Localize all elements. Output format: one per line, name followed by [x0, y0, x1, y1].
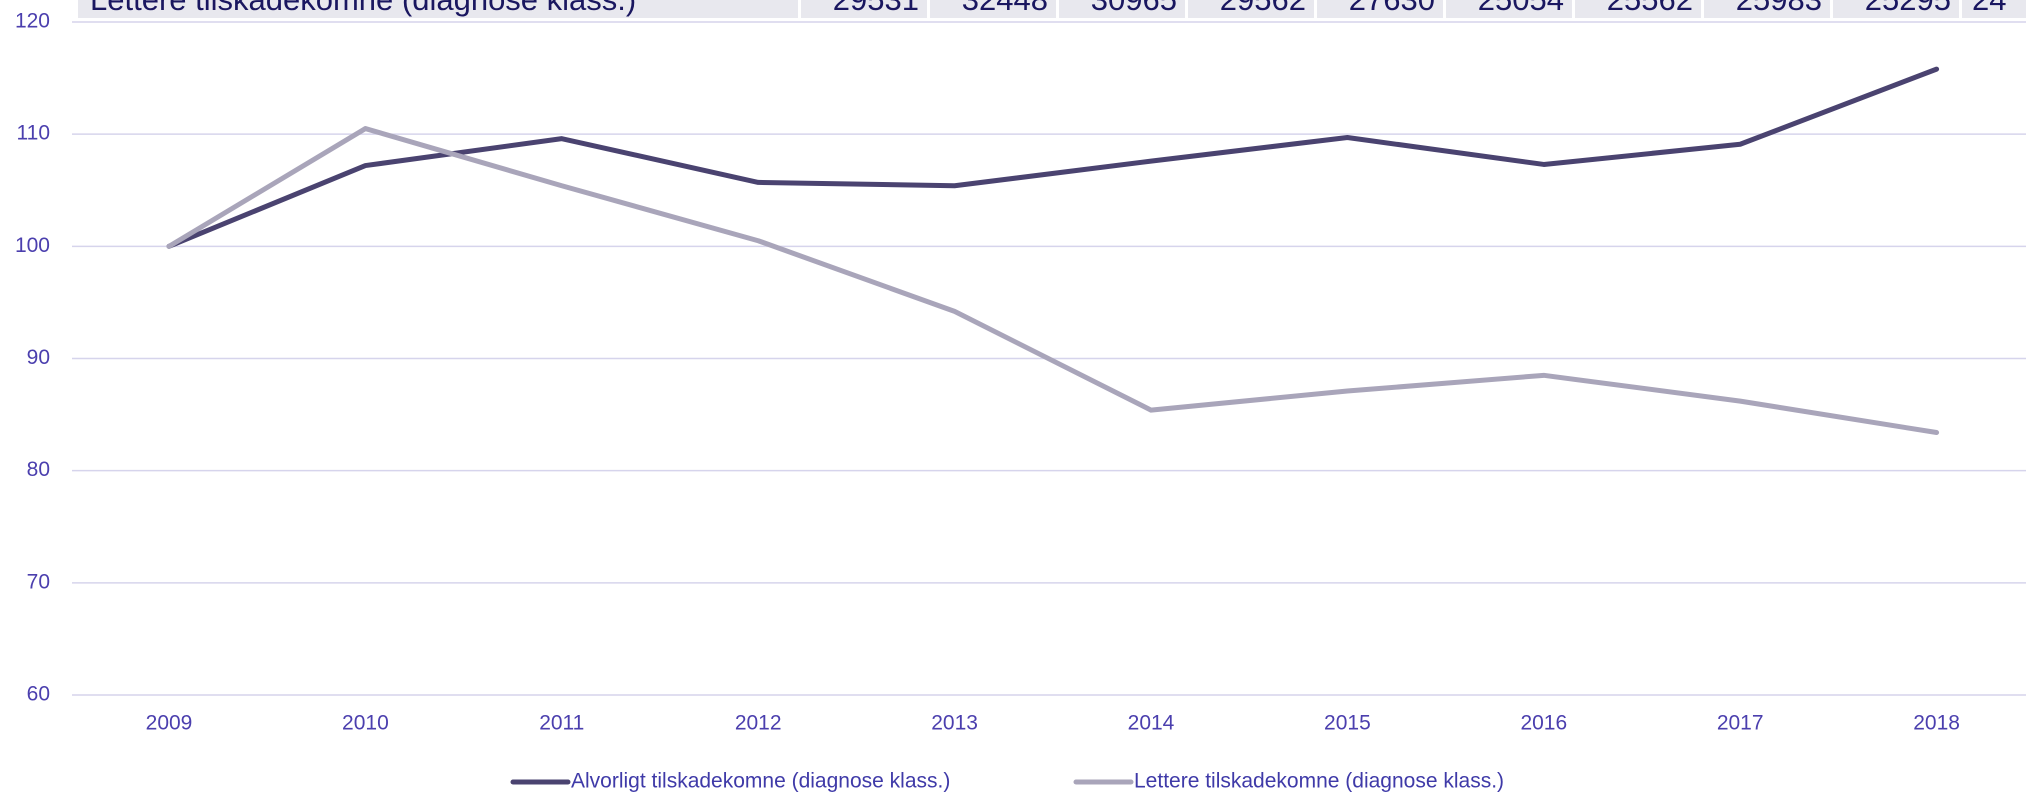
- table-cell: [1059, 0, 1185, 18]
- series-line: [166, 126, 1940, 436]
- y-tick-label: 80: [27, 458, 50, 481]
- table-cell: [801, 0, 927, 18]
- legend-label: Lettere tilskadekomne (diagnose klass.): [1134, 770, 1504, 793]
- table-cell-text: Lettere tilskadekomne (diagnose klass.): [90, 0, 636, 17]
- table-cell-text: 25562: [1607, 0, 1693, 17]
- x-tick-label: 2014: [1128, 712, 1175, 735]
- table-cell-text: 25054: [1478, 0, 1564, 17]
- x-tick-label: 2017: [1717, 712, 1764, 735]
- x-tick-label: 2018: [1913, 712, 1960, 735]
- series-line: [166, 66, 1940, 249]
- table-cell-text: 29531: [833, 0, 919, 17]
- table-cell: [1704, 0, 1830, 18]
- x-tick-label: 2011: [539, 712, 584, 735]
- y-tick-label: 120: [15, 10, 50, 33]
- table-cell: [930, 0, 1056, 18]
- table-cell-text: 29562: [1220, 0, 1306, 17]
- table-cell: [1446, 0, 1572, 18]
- x-tick-label: 2009: [146, 712, 193, 735]
- table-cell-text: 30965: [1091, 0, 1177, 17]
- y-tick-label: 110: [17, 122, 50, 145]
- y-tick-label: 60: [27, 683, 50, 706]
- table-cell: [1833, 0, 1959, 18]
- y-tick-label: 90: [27, 346, 50, 369]
- table-cell: [1317, 0, 1443, 18]
- x-tick-label: 2012: [735, 712, 782, 735]
- table-cell-text: 32448: [962, 0, 1048, 17]
- x-tick-label: 2010: [342, 712, 389, 735]
- y-tick-label: 100: [15, 234, 50, 257]
- table-cell-text: 24: [1972, 0, 2006, 17]
- table-cell: [1962, 0, 2026, 18]
- table-cell: [1188, 0, 1314, 18]
- table-cell-text: 25295: [1865, 0, 1951, 17]
- x-tick-label: 2013: [931, 712, 978, 735]
- table-cell: [78, 0, 798, 18]
- y-tick-label: 70: [27, 570, 50, 593]
- legend-label: Alvorligt tilskadekomne (diagnose klass.…: [571, 770, 950, 793]
- table-cell-text: 25983: [1736, 0, 1822, 17]
- x-tick-label: 2015: [1324, 712, 1371, 735]
- table-cell: [1575, 0, 1701, 18]
- x-tick-label: 2016: [1520, 712, 1567, 735]
- table-cell-text: 27630: [1349, 0, 1435, 17]
